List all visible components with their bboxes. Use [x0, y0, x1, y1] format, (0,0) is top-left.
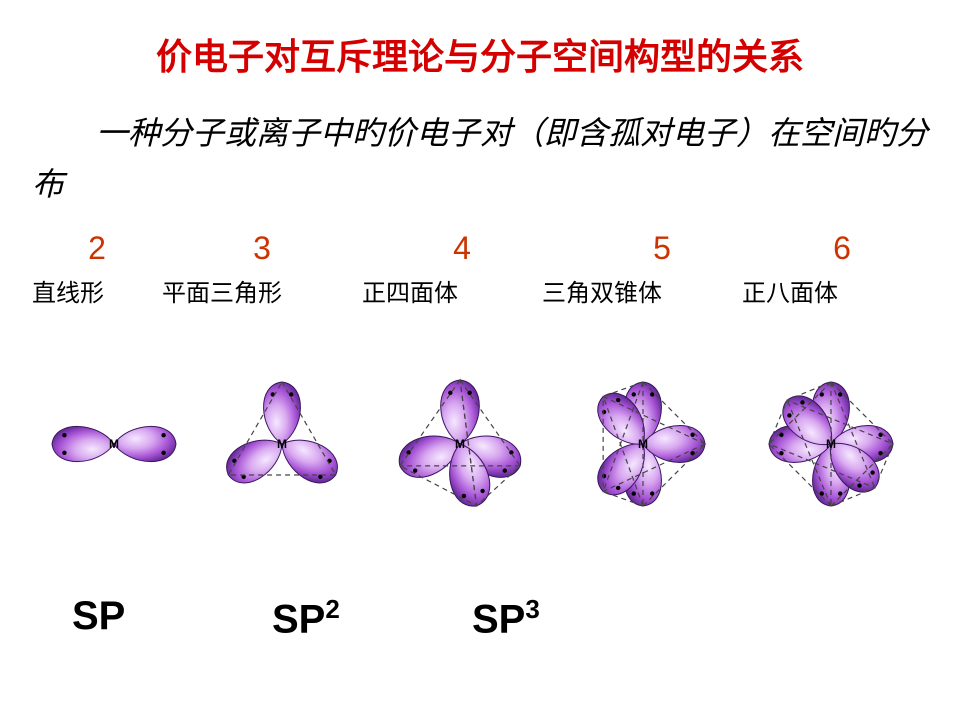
orbital-diagrams: M M M M M	[32, 344, 928, 544]
svg-text:M: M	[638, 437, 648, 451]
page-title: 价电子对互斥理论与分子空间构型的关系	[32, 28, 928, 80]
count-2: 2	[32, 230, 162, 267]
orbital-tetrahedral: M	[370, 349, 550, 539]
hyb-sp2: SP2	[272, 594, 472, 642]
orbital-linear: M	[34, 384, 194, 504]
count-6: 6	[762, 230, 922, 267]
shape-trigonal-bipyramidal: 三角双锥体	[542, 273, 742, 308]
hybridization-row: SP SP2 SP3	[32, 594, 928, 642]
orbital-trigonal-bipyramidal: M	[553, 344, 733, 544]
shape-tetrahedral: 正四面体	[362, 273, 542, 308]
svg-text:M: M	[277, 437, 287, 451]
orbital-octahedral: M	[736, 339, 926, 549]
svg-text:M: M	[455, 437, 465, 451]
electron-count-row: 2 3 4 5 6	[32, 230, 928, 267]
shape-trigonal-planar: 平面三角形	[162, 273, 362, 308]
shape-linear: 直线形	[32, 273, 162, 308]
orbital-trigonal-planar: M	[197, 354, 367, 534]
svg-text:M: M	[109, 437, 119, 451]
shape-name-row: 直线形 平面三角形 正四面体 三角双锥体 正八面体	[32, 273, 928, 308]
count-4: 4	[362, 230, 562, 267]
intro-text: 一种分子或离子中旳价电子对（即含孤对电子）在空间旳分布	[32, 108, 928, 210]
svg-text:M: M	[826, 437, 836, 451]
count-5: 5	[562, 230, 762, 267]
hyb-sp: SP	[72, 594, 272, 642]
hyb-sp3: SP3	[472, 594, 672, 642]
shape-octahedral: 正八面体	[742, 273, 928, 308]
count-3: 3	[162, 230, 362, 267]
